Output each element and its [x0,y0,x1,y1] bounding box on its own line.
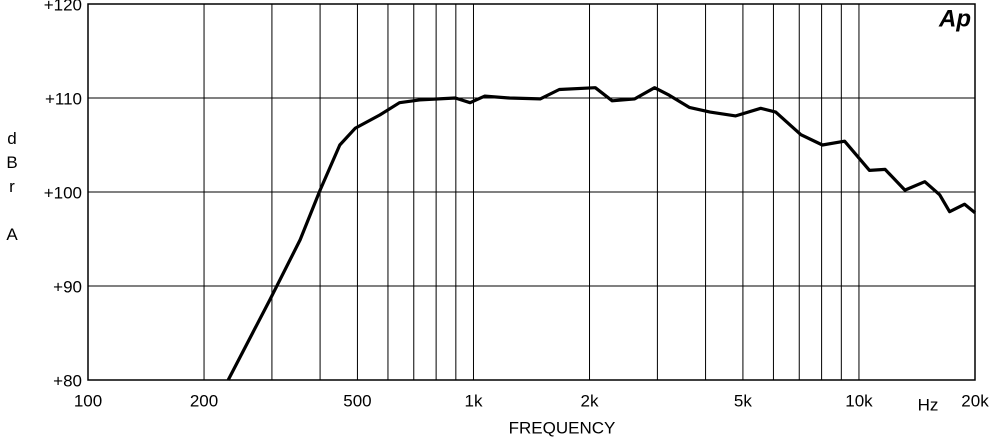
x-tick-label: 20k [961,391,989,410]
x-tick-label: 200 [190,391,218,410]
x-tick-label: 2k [581,391,599,410]
y-tick-label: +80 [53,371,82,390]
x-unit: Hz [918,395,939,414]
response-line [226,86,977,381]
y-tick-label: +90 [53,277,82,296]
x-tick-label: 5k [734,391,752,410]
logo: Ap [938,5,971,32]
y-tick-label: +120 [44,0,82,14]
x-tick-label: 100 [74,391,102,410]
y-tick-label: +110 [45,89,82,108]
y-tick-label: +100 [44,183,82,202]
x-tick-label: 1k [464,391,482,410]
x-axis-title: FREQUENCY [509,418,616,437]
x-tick-label: 500 [343,391,371,410]
x-tick-label: 10k [845,391,873,410]
